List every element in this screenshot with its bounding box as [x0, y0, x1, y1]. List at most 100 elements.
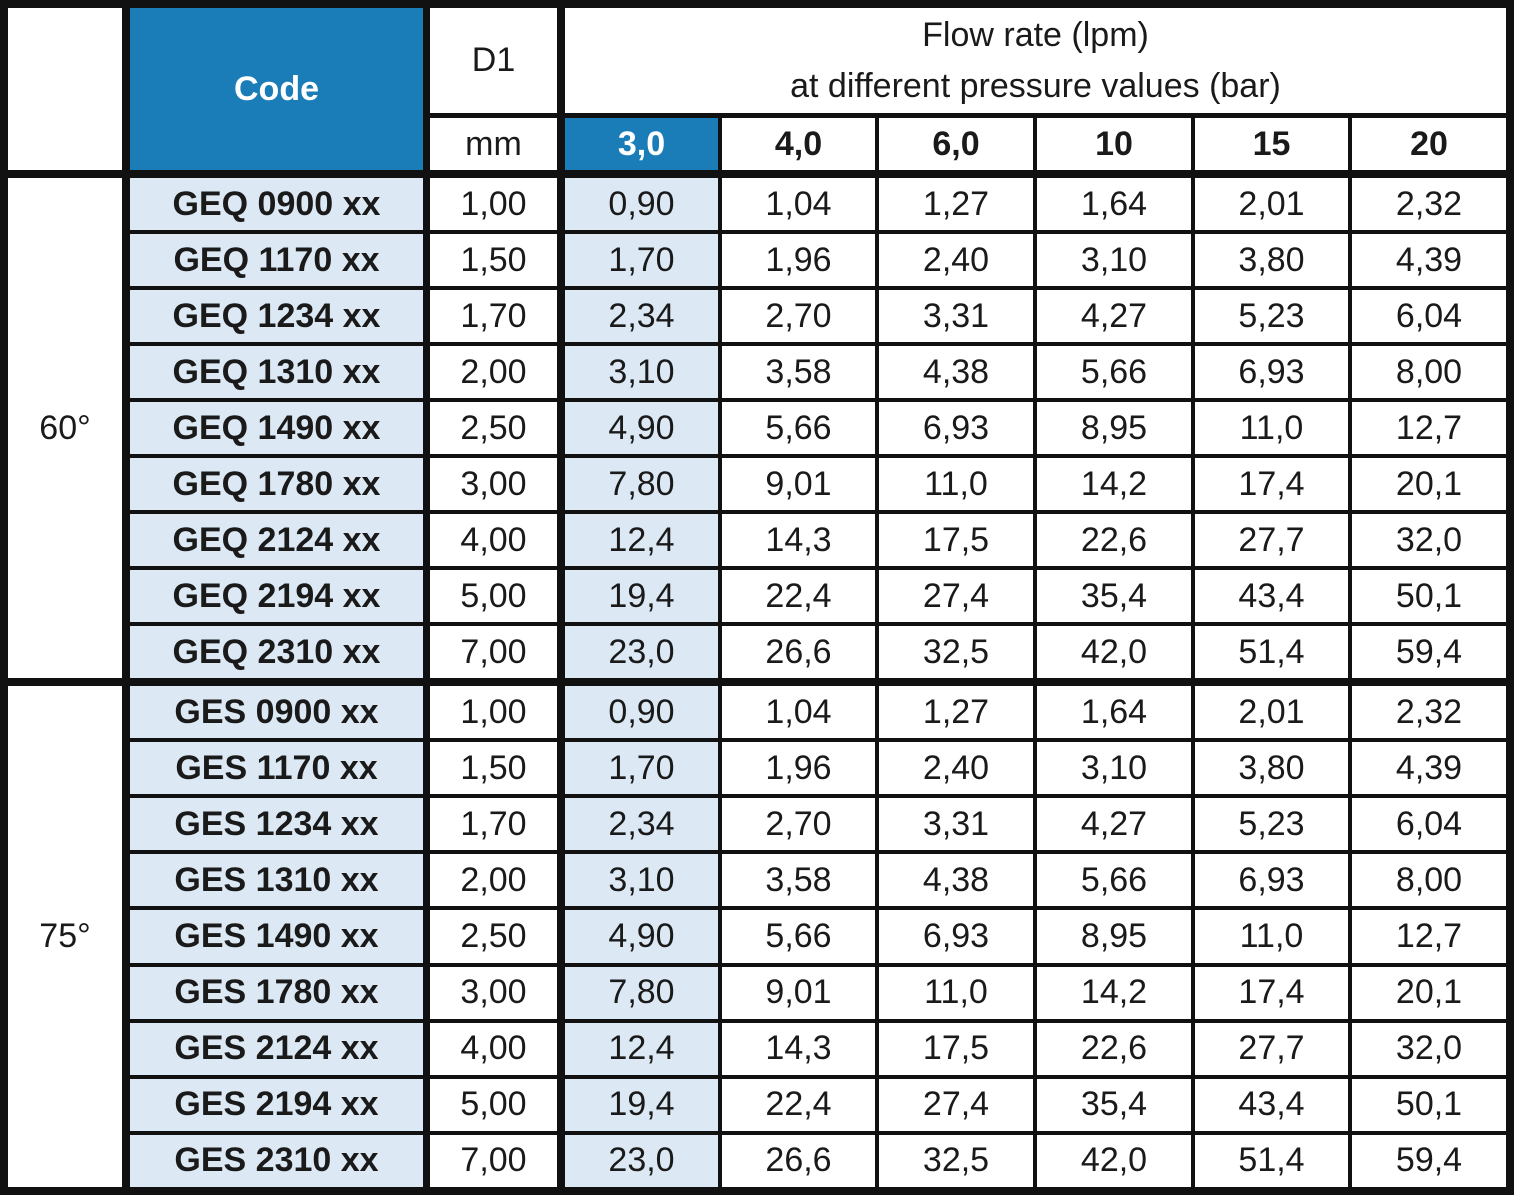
flow-cell: 14,3 [722, 1022, 875, 1075]
flow-cell: 2,34 [565, 798, 718, 851]
flow-cell: 8,00 [1352, 346, 1506, 398]
angle-header [8, 8, 122, 170]
flow-cell: 27,4 [879, 570, 1033, 622]
flow-cell: 3,10 [565, 346, 718, 398]
flow-cell: 2,40 [879, 742, 1033, 795]
flow-cell: 3,58 [722, 854, 875, 907]
d1-cell: 1,70 [430, 290, 557, 342]
code-cell: GES 2194 xx [130, 1078, 423, 1131]
flow-cell: 2,34 [565, 290, 718, 342]
d1-cell: 5,00 [430, 1078, 557, 1131]
d1-cell: 3,00 [430, 458, 557, 510]
flow-cell: 43,4 [1195, 1078, 1348, 1131]
code-cell: GES 2310 xx [130, 1134, 423, 1187]
pressure-header: 4,0 [722, 118, 875, 170]
flow-cell: 19,4 [565, 1078, 718, 1131]
d1-cell: 3,00 [430, 966, 557, 1019]
flow-cell: 32,0 [1352, 514, 1506, 566]
flow-cell: 14,3 [722, 514, 875, 566]
flow-cell: 7,80 [565, 458, 718, 510]
flow-cell: 1,04 [722, 686, 875, 739]
flow-header-line: Flow rate (lpm) [922, 15, 1149, 54]
d1-cell: 2,00 [430, 346, 557, 398]
flow-cell: 27,7 [1195, 514, 1348, 566]
flow-cell: 4,90 [565, 402, 718, 454]
code-cell: GEQ 1234 xx [130, 290, 423, 342]
flow-cell: 5,23 [1195, 290, 1348, 342]
code-cell: GES 2124 xx [130, 1022, 423, 1075]
flow-cell: 12,7 [1352, 910, 1506, 963]
flow-cell: 5,66 [722, 402, 875, 454]
code-cell: GES 1490 xx [130, 910, 423, 963]
flow-cell: 32,5 [879, 626, 1033, 678]
flow-cell: 11,0 [1195, 402, 1348, 454]
flow-cell: 9,01 [722, 458, 875, 510]
flow-cell: 59,4 [1352, 1134, 1506, 1187]
flow-cell: 42,0 [1037, 626, 1191, 678]
d1-cell: 1,70 [430, 798, 557, 851]
flow-cell: 6,93 [1195, 346, 1348, 398]
d1-cell: 4,00 [430, 514, 557, 566]
d1-cell: 1,00 [430, 686, 557, 739]
flow-cell: 0,90 [565, 686, 718, 739]
flow-cell: 11,0 [879, 458, 1033, 510]
flow-cell: 3,58 [722, 346, 875, 398]
flow-cell: 23,0 [565, 1134, 718, 1187]
flow-cell: 4,27 [1037, 798, 1191, 851]
d1-cell: 7,00 [430, 1134, 557, 1187]
flow-cell: 8,95 [1037, 910, 1191, 963]
flow-cell: 22,6 [1037, 514, 1191, 566]
flow-cell: 12,4 [565, 514, 718, 566]
flow-cell: 5,23 [1195, 798, 1348, 851]
flow-cell: 17,5 [879, 514, 1033, 566]
pressure-header: 3,0 [565, 118, 718, 170]
flow-cell: 59,4 [1352, 626, 1506, 678]
flow-cell: 4,27 [1037, 290, 1191, 342]
code-cell: GES 1234 xx [130, 798, 423, 851]
flow-cell: 20,1 [1352, 458, 1506, 510]
code-cell: GES 1310 xx [130, 854, 423, 907]
d1-cell: 2,00 [430, 854, 557, 907]
flow-cell: 1,04 [722, 178, 875, 230]
flow-cell: 5,66 [722, 910, 875, 963]
code-cell: GEQ 1490 xx [130, 402, 423, 454]
angle-cell: 75° [8, 686, 122, 1187]
flow-cell: 2,70 [722, 798, 875, 851]
flow-cell: 3,80 [1195, 742, 1348, 795]
d1-cell: 7,00 [430, 626, 557, 678]
flow-cell: 12,7 [1352, 402, 1506, 454]
flow-cell: 4,39 [1352, 742, 1506, 795]
flow-cell: 22,4 [722, 570, 875, 622]
flow-cell: 3,10 [565, 854, 718, 907]
flow-cell: 9,01 [722, 966, 875, 1019]
flow-cell: 22,6 [1037, 1022, 1191, 1075]
code-cell: GES 0900 xx [130, 686, 423, 739]
flow-cell: 2,32 [1352, 686, 1506, 739]
d1-cell: 1,50 [430, 742, 557, 795]
flow-cell: 14,2 [1037, 458, 1191, 510]
flow-cell: 12,4 [565, 1022, 718, 1075]
flow-cell: 17,4 [1195, 966, 1348, 1019]
flow-cell: 0,90 [565, 178, 718, 230]
flow-cell: 3,31 [879, 290, 1033, 342]
code-cell: GEQ 0900 xx [130, 178, 423, 230]
flow-cell: 51,4 [1195, 1134, 1348, 1187]
flow-header-line: at different pressure values (bar) [790, 66, 1281, 105]
flow-cell: 23,0 [565, 626, 718, 678]
flow-cell: 27,4 [879, 1078, 1033, 1131]
flow-cell: 7,80 [565, 966, 718, 1019]
flow-cell: 35,4 [1037, 570, 1191, 622]
flow-cell: 4,39 [1352, 234, 1506, 286]
flow-cell: 4,90 [565, 910, 718, 963]
flow-cell: 20,1 [1352, 966, 1506, 1019]
flow-cell: 1,64 [1037, 178, 1191, 230]
code-cell: GES 1780 xx [130, 966, 423, 1019]
flow-cell: 1,70 [565, 742, 718, 795]
pressure-header: 10 [1037, 118, 1191, 170]
flow-cell: 6,93 [1195, 854, 1348, 907]
flow-cell: 5,66 [1037, 346, 1191, 398]
flow-cell: 1,70 [565, 234, 718, 286]
flow-cell: 2,70 [722, 290, 875, 342]
flow-cell: 6,93 [879, 910, 1033, 963]
